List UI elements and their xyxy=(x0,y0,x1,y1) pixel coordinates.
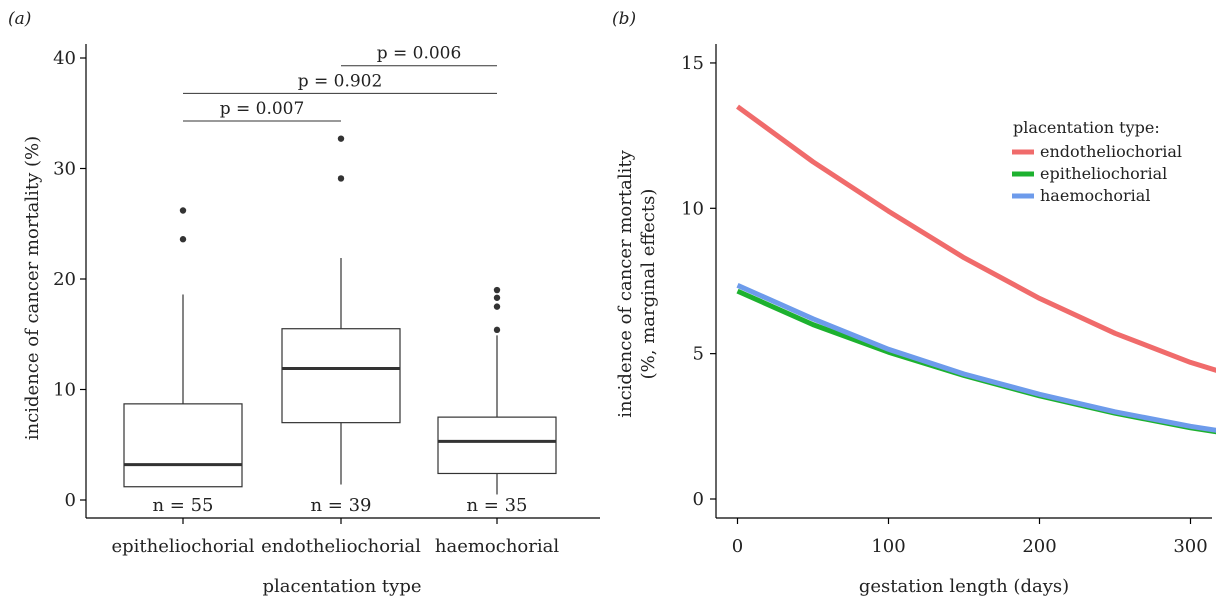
box-endotheliochorial: n = 39 xyxy=(281,135,401,516)
panel-a-marks: 0 10 20 30 40 epitheliochorial endotheliochori… xyxy=(53,44,600,557)
series-line-haemochorial xyxy=(736,283,1216,433)
panel-a-y-axis-title: incidence of cancer mortality (%) xyxy=(22,136,43,440)
legend-title: placentation type: xyxy=(1013,118,1160,137)
panel-b-y-tick-label: 5 xyxy=(693,344,704,365)
panel-b-y-axis-title-line2: (%, marginal effects) xyxy=(638,189,659,380)
panel-b-y-tick-label: 0 xyxy=(693,489,704,510)
outlier-point xyxy=(337,175,345,182)
iqr-box xyxy=(437,416,557,475)
iqr-box xyxy=(123,403,243,488)
n-label: n = 55 xyxy=(152,495,213,516)
outlier-point xyxy=(179,236,187,243)
panel-b-y-axis-title-line1: incidence of cancer mortality xyxy=(615,149,636,417)
panel-a-label: (a) xyxy=(8,9,31,29)
panel-a-x-tick-label: endotheliochorial xyxy=(261,536,421,557)
series-line-endotheliochorial xyxy=(736,104,1216,373)
outlier-point xyxy=(493,286,501,294)
panel-a-x-tick-label: haemochorial xyxy=(435,536,559,557)
outlier-point xyxy=(179,207,187,214)
panel-b-y-tick-label: 15 xyxy=(681,53,704,74)
p-value-label: p = 0.007 xyxy=(220,99,305,119)
panel-a-y-tick-label: 20 xyxy=(53,269,76,290)
panel-b-x-tick-label: 0 xyxy=(732,536,743,557)
n-label: n = 35 xyxy=(466,495,527,516)
panel-a-y-tick-label: 0 xyxy=(65,490,76,511)
legend-label-endotheliochorial: endotheliochorial xyxy=(1040,142,1182,161)
panel-b-marks: 0510150100200300400500 xyxy=(681,44,1216,557)
p-value-label: p = 0.902 xyxy=(298,71,383,91)
outlier-point xyxy=(493,294,501,301)
box-epitheliochorial: n = 55 xyxy=(123,207,243,516)
p-value-label: p = 0.006 xyxy=(377,44,462,64)
panel-a-y-tick-label: 10 xyxy=(53,380,76,401)
panel-a-boxplot: (a) incidence of cancer mortality (%) pl… xyxy=(8,9,600,597)
legend-label-epitheliochorial: epitheliochorial xyxy=(1040,164,1167,183)
panel-b-x-axis-title: gestation length (days) xyxy=(859,576,1069,597)
panel-b-x-tick-label: 200 xyxy=(1022,536,1056,557)
panel-b-label: (b) xyxy=(612,9,636,29)
panel-a-y-tick-label: 30 xyxy=(53,159,76,180)
outlier-point xyxy=(493,303,501,310)
panel-b-y-tick-label: 10 xyxy=(681,198,704,219)
panel-a-x-axis-title: placentation type xyxy=(262,576,421,597)
panel-b-legend: placentation type: endotheliochorial epit… xyxy=(1012,118,1182,205)
outlier-point xyxy=(493,326,501,334)
iqr-box xyxy=(281,328,401,424)
legend-label-haemochorial: haemochorial xyxy=(1040,186,1150,205)
panel-a-x-tick-label: epitheliochorial xyxy=(111,536,254,557)
n-label: n = 39 xyxy=(310,495,371,516)
box-haemochorial: n = 35 xyxy=(437,286,557,516)
panel-b-x-tick-label: 300 xyxy=(1173,536,1207,557)
panel-b-linechart: (b) incidence of cancer mortality (%, ma… xyxy=(612,9,1216,597)
panel-b-x-tick-label: 100 xyxy=(871,536,905,557)
outlier-point xyxy=(337,135,345,142)
panel-a-y-tick-label: 40 xyxy=(53,48,76,69)
